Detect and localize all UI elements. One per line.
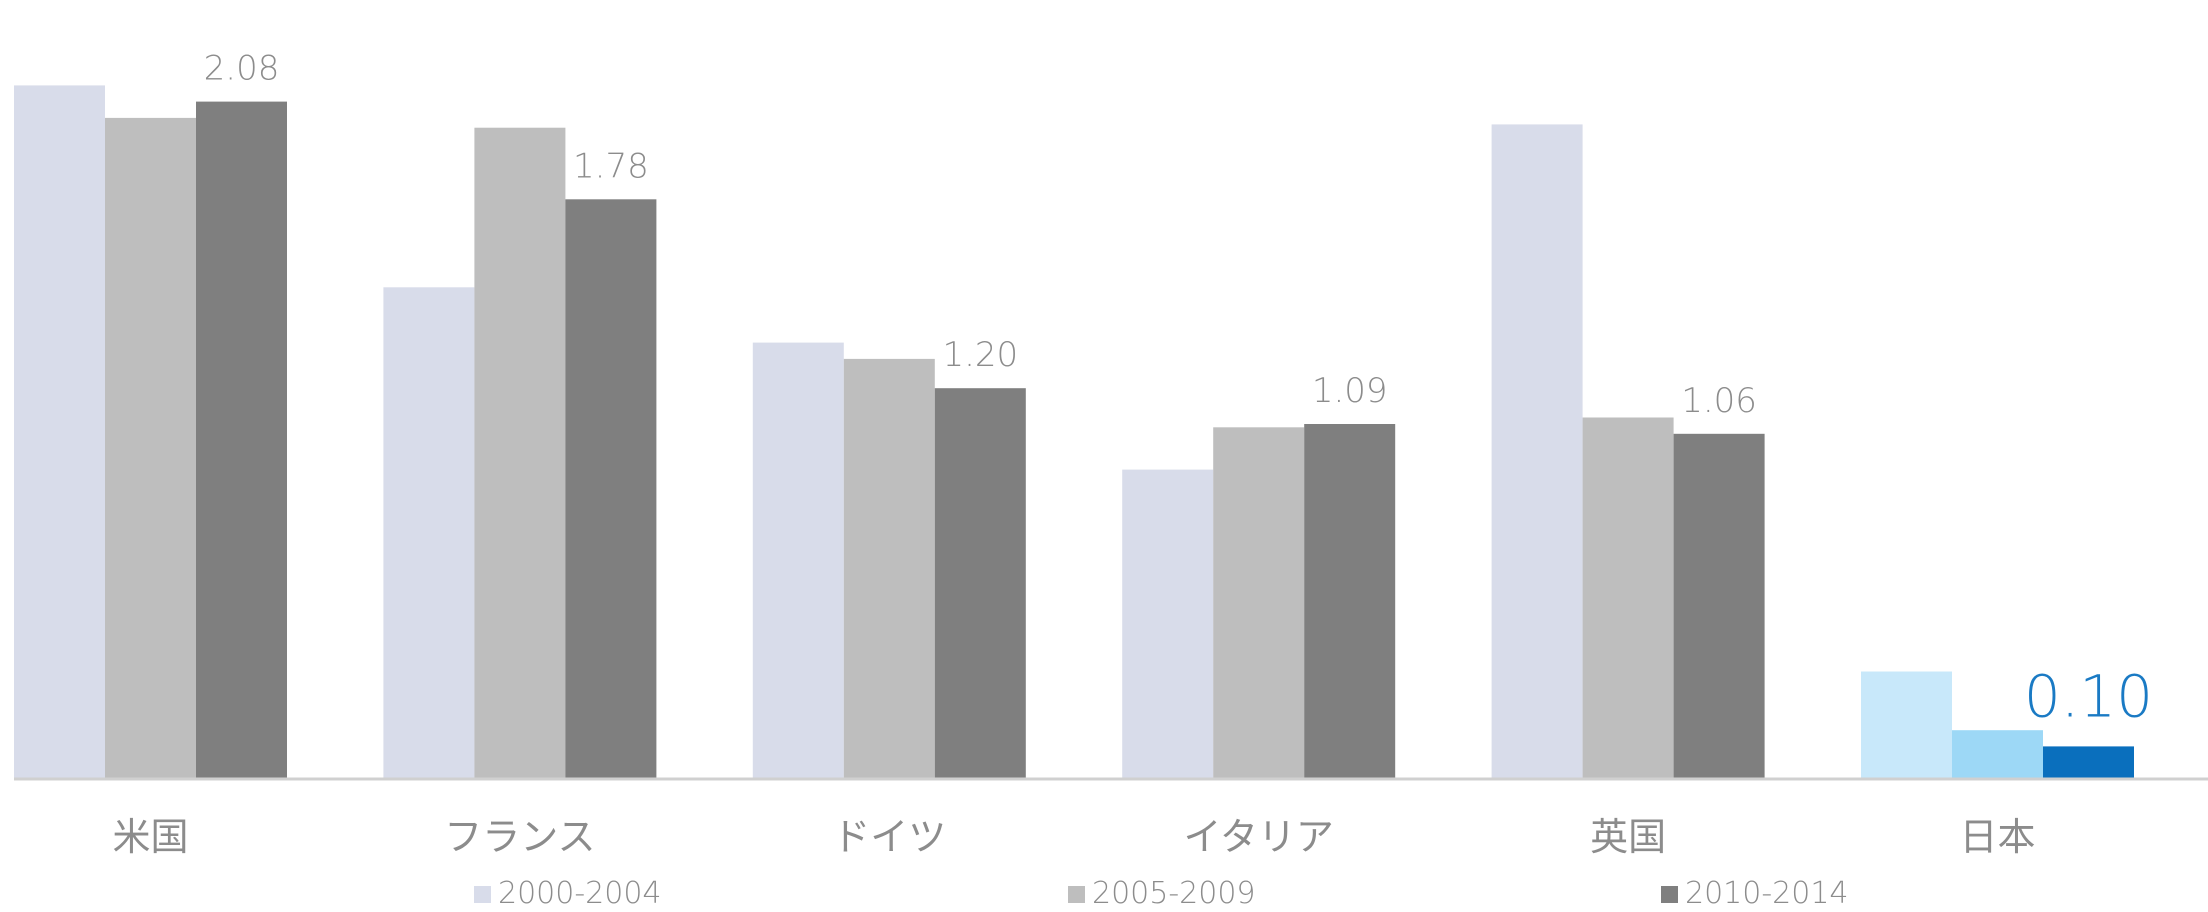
value-labels-layer: 2.08 1.78 1.20 1.09 1.06 0.10 xyxy=(204,49,2153,731)
bar-cat-0-series-1 xyxy=(105,117,196,779)
legend: 2000-2004 2005-2009 2010-2014 xyxy=(474,876,1849,911)
category-label-cat-1: フランス xyxy=(444,815,595,859)
legend-label-2: 2010-2014 xyxy=(1685,876,1849,908)
bar-cat-1-series-1 xyxy=(474,127,566,779)
legend-label-1: 2005-2009 xyxy=(1092,876,1256,908)
bar-cat-2-series-0 xyxy=(752,342,844,779)
bar-cat-2-series-2 xyxy=(934,388,1026,779)
data-label-cat-5: 0.10 xyxy=(2024,662,2153,730)
bar-cat-1-series-2 xyxy=(565,199,657,780)
data-label-cat-0: 2.08 xyxy=(204,49,280,89)
bar-cat-3-series-1 xyxy=(1213,427,1305,779)
category-label-cat-5: 日本 xyxy=(1959,815,2035,859)
bar-cat-5-series-2 xyxy=(2043,746,2134,779)
legend-swatch-2 xyxy=(1661,886,1678,903)
bar-cat-2-series-1 xyxy=(843,358,935,779)
bar-cat-0-series-0 xyxy=(14,85,105,779)
bar-cat-1-series-0 xyxy=(383,287,475,779)
legend-swatch-1 xyxy=(1068,886,1085,903)
bar-cat-3-series-2 xyxy=(1304,424,1396,779)
data-label-cat-3: 1.09 xyxy=(1312,371,1388,411)
category-label-cat-2: ドイツ xyxy=(832,815,946,859)
bar-cat-3-series-0 xyxy=(1122,469,1214,779)
bars-layer xyxy=(14,85,2134,780)
data-label-cat-1: 1.78 xyxy=(573,146,649,186)
bar-cat-4-series-1 xyxy=(1582,417,1674,779)
category-label-cat-3: イタリア xyxy=(1183,815,1333,859)
bar-cat-4-series-0 xyxy=(1491,124,1583,779)
data-label-cat-2: 1.20 xyxy=(942,335,1018,375)
legend-swatch-0 xyxy=(474,886,491,903)
bar-cat-5-series-1 xyxy=(1952,730,2043,779)
bar-cat-4-series-2 xyxy=(1673,433,1765,779)
category-label-cat-0: 米国 xyxy=(112,815,188,859)
data-label-cat-4: 1.06 xyxy=(1681,381,1757,421)
bar-cat-0-series-2 xyxy=(196,101,287,780)
category-labels-layer: 米国 フランス ドイツ イタリア 英国 日本 xyxy=(112,815,2035,859)
category-label-cat-4: 英国 xyxy=(1590,815,1666,859)
legend-label-0: 2000-2004 xyxy=(498,876,662,908)
bar-cat-5-series-0 xyxy=(1861,671,1952,779)
